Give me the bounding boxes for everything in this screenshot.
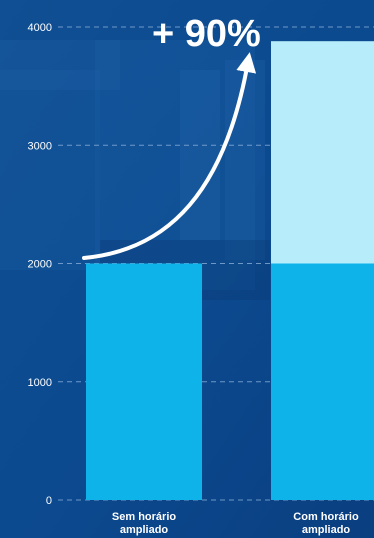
bar-2-segment-1 <box>271 263 374 500</box>
y-tick-label-0: 0 <box>46 495 52 507</box>
bar-1-segment-1 <box>86 263 202 500</box>
y-tick-label-4000: 4000 <box>28 22 52 34</box>
y-tick-label-1000: 1000 <box>28 377 52 389</box>
x-category-label-2: Com horário ampliado <box>293 511 359 536</box>
growth-arrow <box>82 52 257 260</box>
y-tick-label-3000: 3000 <box>28 140 52 152</box>
x-category-label-1: Sem horário ampliado <box>112 511 176 536</box>
growth-annotation: + 90% <box>152 13 261 55</box>
bar-2-segment-2 <box>271 41 374 264</box>
y-tick-label-2000: 2000 <box>28 259 52 271</box>
